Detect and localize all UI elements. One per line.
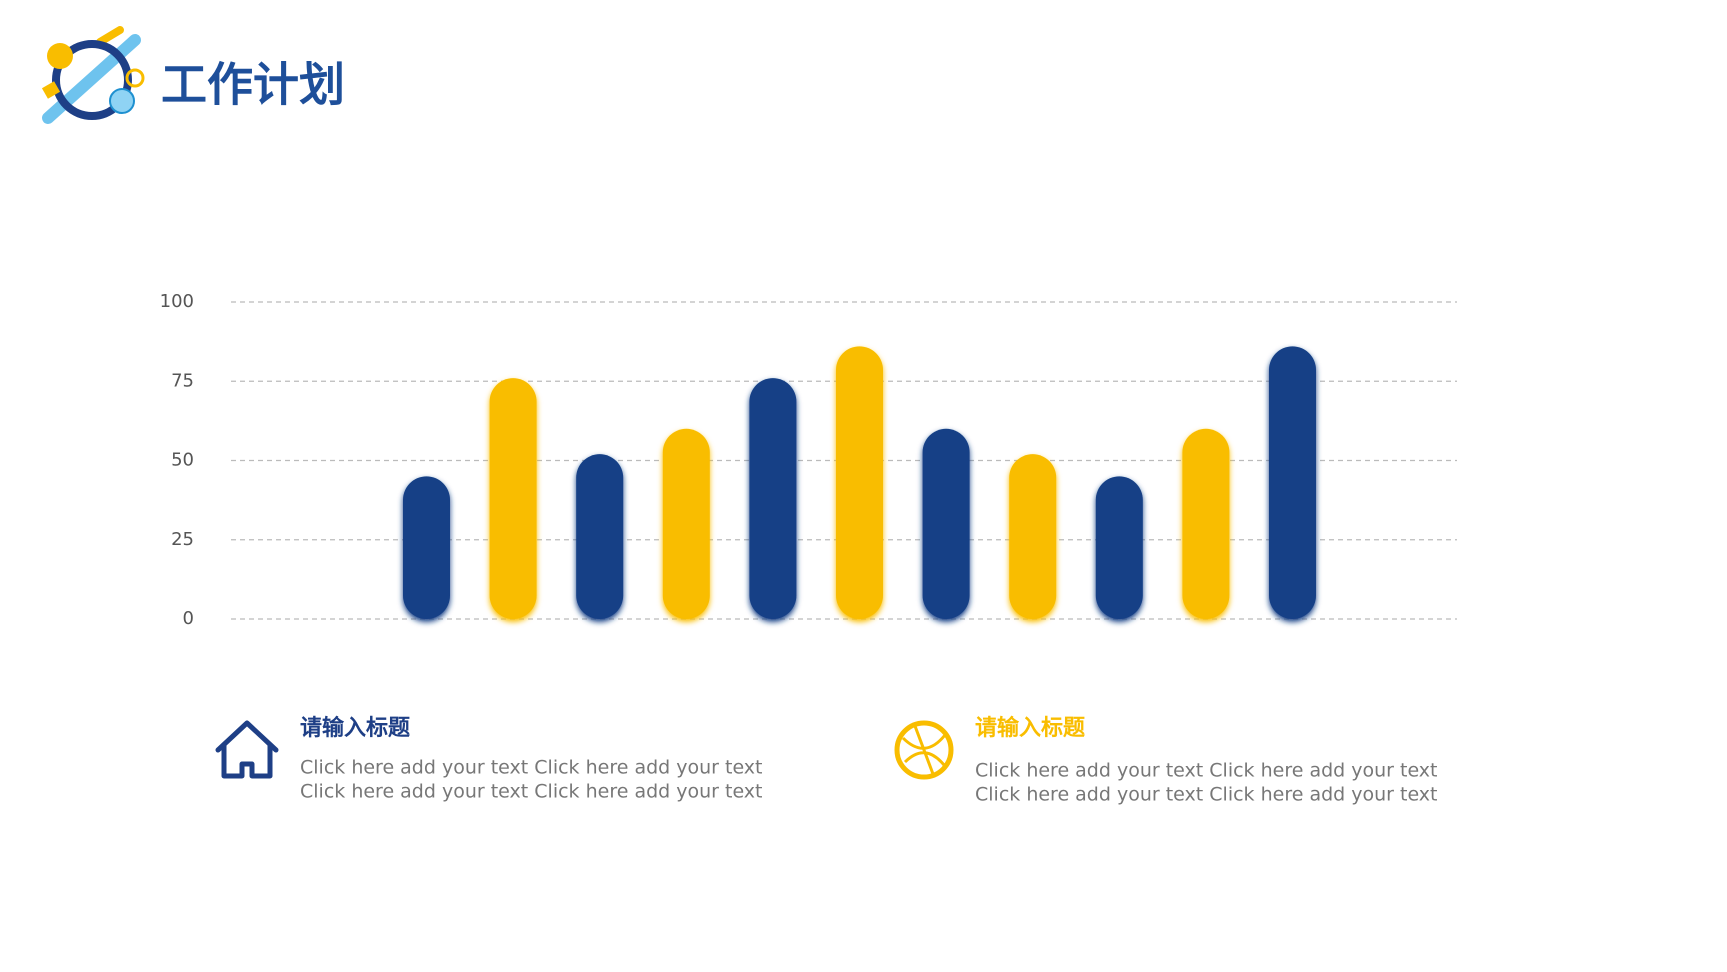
bar [749,378,797,619]
y-tick-label: 0 [183,608,194,629]
bar [1095,476,1143,619]
house-icon [215,720,279,779]
bar [1182,428,1230,619]
globe-icon [894,720,954,780]
y-tick-label: 100 [160,291,194,312]
y-tick-label: 25 [171,529,194,550]
y-tick-label: 75 [171,370,194,391]
bar [1269,346,1316,619]
bar [403,476,450,619]
bar [1009,454,1057,619]
y-tick-label: 50 [171,450,194,471]
item-title: 请输入标题 [975,715,1086,741]
bar [836,346,883,619]
bar [489,378,537,619]
item-text: Click here add your text Click here add … [300,781,763,803]
bar [576,454,624,619]
logo [41,26,145,124]
item-text: Click here add your text Click here add … [975,760,1438,782]
bar [922,428,970,619]
item-text: Click here add your text Click here add … [975,784,1438,806]
chart: 0 25 50 75 100 [160,291,1457,629]
item-title: 请输入标题 [300,715,411,741]
item-text: Click here add your text Click here add … [300,757,763,779]
page-title: 工作计划 [161,58,345,112]
bar [662,428,710,619]
